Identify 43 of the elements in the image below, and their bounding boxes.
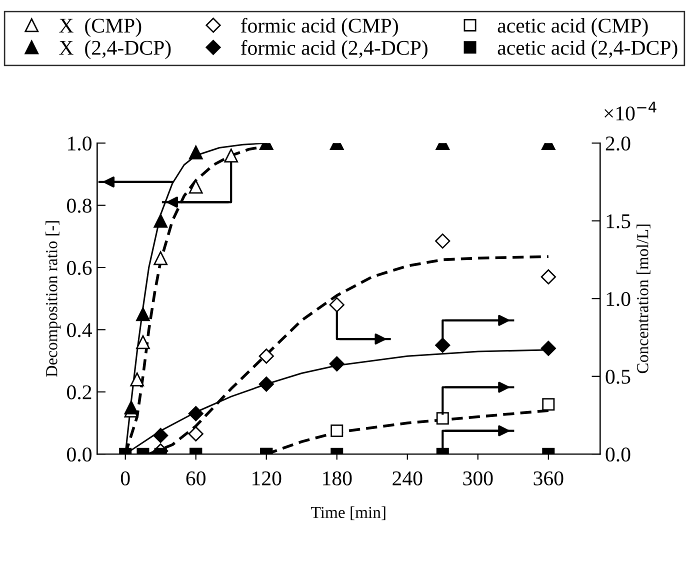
- point: [154, 214, 168, 228]
- point: [258, 348, 274, 364]
- y-tick-label: 0.4: [67, 323, 92, 338]
- x-tick-label: 360: [534, 471, 564, 486]
- y-tick-label: 0.2: [67, 385, 92, 400]
- point: [329, 297, 344, 312]
- point: [130, 372, 144, 386]
- text: ×10$^{−4}$: [604, 102, 656, 121]
- point: [540, 340, 556, 356]
- x-tick-label: 60: [186, 471, 206, 486]
- legend-label: acetic acid (2,4-DCP): [498, 40, 678, 60]
- legend-label: formic acid (CMP): [240, 18, 398, 37]
- x-tick-label: 0: [120, 471, 130, 486]
- x-tick-label: 240: [392, 471, 422, 486]
- point: [329, 356, 344, 372]
- y-tick-label: 0.8: [67, 198, 92, 213]
- point: [258, 376, 274, 392]
- legend-label: X (2,4-DCP): [59, 40, 171, 60]
- y-tick-label: 0.0: [67, 447, 92, 462]
- y2-tick-label: 0.0: [606, 447, 630, 462]
- y-tick-label: 1.0: [68, 136, 92, 151]
- y-tick-label: 0.6: [67, 260, 92, 276]
- point: [124, 400, 138, 414]
- legend-label: acetic acid (CMP): [498, 18, 648, 37]
- legend-label: formic acid (2,4-DCP): [240, 40, 428, 60]
- y2-axis-title: Concentration [mol/L]: [636, 224, 650, 374]
- x-axis-title: Time [min]: [311, 506, 386, 520]
- point: [154, 251, 168, 266]
- y2-tick-label: 1.5: [606, 214, 630, 228]
- point: [136, 307, 150, 322]
- x-tick-label: 120: [252, 471, 282, 486]
- y2-tick-label: 1.0: [606, 292, 630, 306]
- point: [188, 180, 203, 194]
- legend-label: X (CMP): [59, 18, 142, 37]
- point: [224, 148, 238, 162]
- point: [136, 335, 150, 350]
- point: [188, 145, 203, 160]
- y2-tick-label: 0.5: [606, 370, 630, 384]
- x-tick-label: 180: [323, 471, 352, 486]
- x-tick-label: 300: [463, 471, 493, 486]
- y2-tick-label: 2.0: [606, 136, 630, 151]
- y-axis-title: Decomposition ratio [-]: [46, 221, 61, 377]
- point: [435, 338, 450, 353]
